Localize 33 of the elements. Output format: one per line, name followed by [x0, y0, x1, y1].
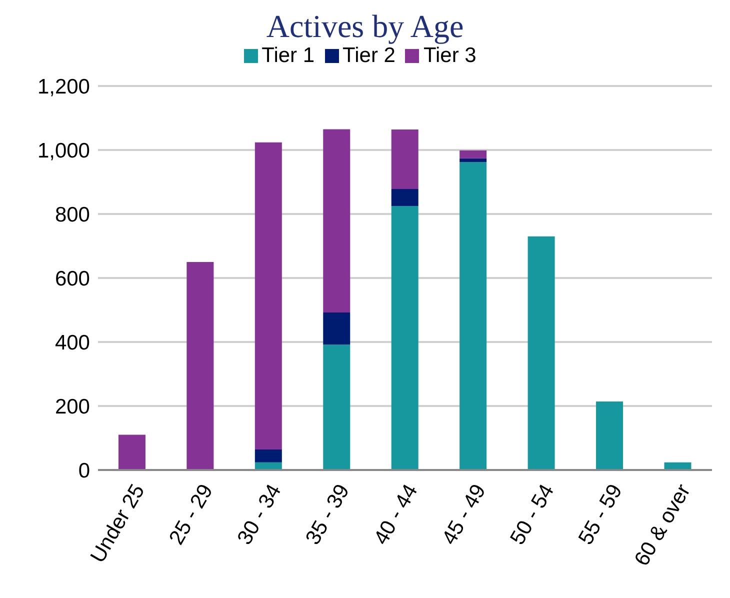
y-tick-label: 200	[54, 395, 90, 418]
bar	[391, 206, 418, 470]
bar	[186, 262, 214, 470]
x-tick-label: 30 - 34	[233, 480, 286, 549]
bar	[118, 434, 146, 470]
bar	[460, 158, 487, 162]
bar	[460, 162, 487, 470]
bar	[391, 130, 418, 190]
bar	[323, 344, 350, 470]
bar	[254, 142, 282, 450]
x-tick-label: 25 - 29	[164, 480, 218, 549]
bar	[528, 236, 555, 470]
x-tick-label: 55 - 59	[574, 480, 627, 549]
bar	[460, 150, 487, 158]
y-tick-label: 800	[54, 203, 90, 226]
bar	[254, 450, 282, 462]
x-tick-label: 45 - 49	[438, 480, 490, 549]
y-tick-label: 1,000	[37, 139, 90, 162]
bar	[596, 402, 624, 470]
legend-label: Tier 2	[342, 44, 396, 67]
bar	[323, 129, 350, 313]
bar	[323, 312, 350, 345]
x-tick-label: 35 - 39	[301, 480, 354, 549]
y-tick-label: 600	[54, 267, 90, 290]
bar	[391, 189, 418, 206]
legend-label: Tier 3	[423, 44, 476, 67]
y-tick-label: 0	[78, 459, 90, 482]
chart-title: Actives by Age	[265, 8, 465, 44]
x-tick-label: 40 - 44	[370, 480, 422, 549]
y-tick-label: 1,200	[37, 75, 90, 98]
x-tick-label: 50 - 54	[506, 480, 559, 549]
y-tick-label: 400	[54, 331, 90, 354]
legend-label: Tier 1	[262, 44, 315, 67]
